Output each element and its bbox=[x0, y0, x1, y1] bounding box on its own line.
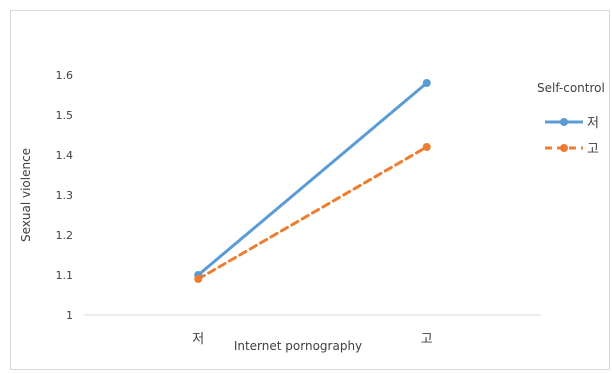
series-line bbox=[196, 145, 429, 281]
data-point bbox=[422, 143, 431, 151]
x-tick-label: 고 bbox=[421, 332, 433, 347]
legend-marker bbox=[560, 144, 568, 152]
legend-title: Self-control bbox=[537, 81, 605, 95]
legend: 저고 bbox=[545, 116, 599, 157]
y-tick-labels: 1 1.1 1.2 1.3 1.4 1.5 1.6 bbox=[56, 69, 74, 322]
legend-marker bbox=[560, 118, 568, 126]
legend-item: 저 bbox=[545, 116, 599, 131]
x-tick-label: 저 bbox=[192, 332, 204, 347]
y-axis-title: Sexual violence bbox=[19, 148, 33, 242]
y-tick-label: 1.1 bbox=[56, 269, 74, 282]
data-point bbox=[422, 79, 431, 87]
legend-item: 고 bbox=[545, 142, 599, 157]
y-tick-label: 1.4 bbox=[56, 149, 74, 162]
y-tick-label: 1.2 bbox=[56, 229, 74, 242]
y-tick-label: 1.5 bbox=[56, 109, 74, 122]
y-tick-label: 1.3 bbox=[56, 189, 74, 202]
series-line bbox=[196, 81, 429, 277]
data-point bbox=[194, 275, 203, 283]
legend-label: 고 bbox=[587, 142, 599, 157]
series bbox=[194, 79, 431, 279]
chart-frame bbox=[10, 10, 610, 370]
y-tick-label: 1 bbox=[66, 309, 73, 322]
series-lines bbox=[194, 79, 431, 283]
series bbox=[194, 143, 431, 283]
legend-label: 저 bbox=[587, 116, 599, 131]
x-axis-title: Internet pornography bbox=[234, 339, 362, 353]
y-tick-label: 1.6 bbox=[56, 69, 74, 82]
